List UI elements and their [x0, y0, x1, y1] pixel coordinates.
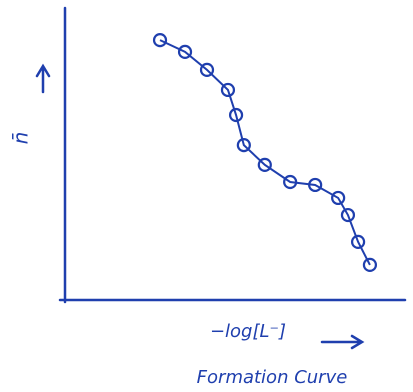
curve: [160, 40, 370, 265]
caption: Formation Curve: [197, 367, 348, 388]
y-label: n̄: [9, 132, 33, 145]
chart: n̄ −log[L⁻] Formation Curve: [0, 0, 413, 392]
x-label: −log[L⁻]: [210, 321, 286, 342]
x-arrow: [322, 336, 362, 348]
y-arrow: [37, 66, 49, 92]
